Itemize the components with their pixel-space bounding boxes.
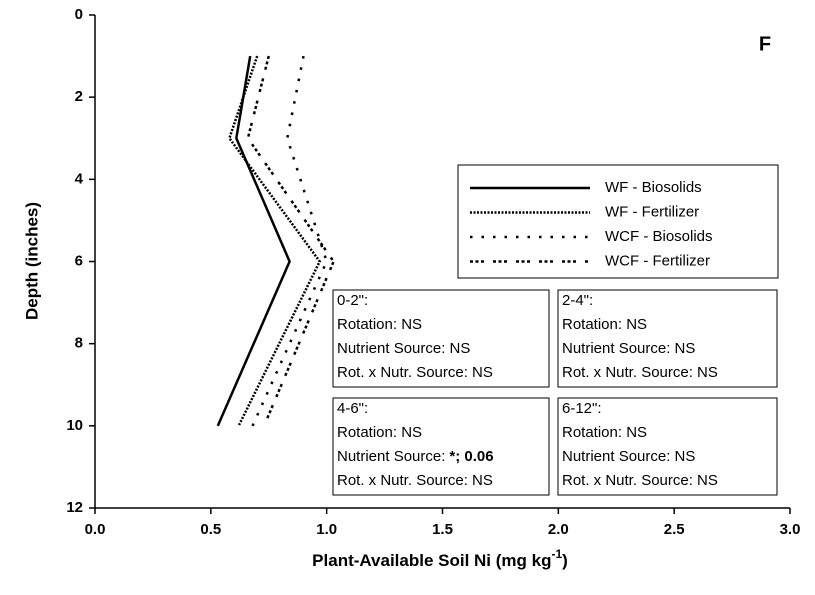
y-tick-label: 4: [75, 170, 84, 187]
x-axis-label-main: Plant-Available Soil Ni (mg kg: [312, 551, 551, 570]
x-tick-label: 0.0: [85, 521, 106, 538]
legend-label: WCF - Fertilizer: [605, 252, 710, 269]
y-tick-label: 12: [66, 499, 83, 516]
legend-label: WF - Fertilizer: [605, 203, 699, 220]
x-axis-label-sup: -1: [551, 547, 562, 561]
stats-text: Nutrient Source: NS: [337, 340, 470, 357]
x-tick-label: 3.0: [780, 521, 801, 538]
stats-text: Nutrient Source: NS: [562, 340, 695, 357]
x-axis-label: Plant-Available Soil Ni (mg kg-1): [312, 547, 568, 570]
stats-text: 4-6":: [337, 400, 368, 417]
stats-line: 4-6":: [337, 400, 368, 417]
stats-line: Rot. x Nutr. Source: NS: [337, 472, 493, 489]
stats-text: 6-12":: [562, 400, 602, 417]
x-tick-label: 1.0: [316, 521, 337, 538]
stats-line: Rotation: NS: [337, 316, 422, 333]
series-line: [251, 55, 329, 427]
y-tick-label: 0: [75, 6, 83, 23]
stats-line: Rotation: NS: [337, 424, 422, 441]
stats-text: 0-2":: [337, 292, 368, 309]
stats-line: Nutrient Source: NS: [562, 340, 695, 357]
stats-emphasis: *; 0.06: [449, 448, 493, 465]
x-tick-label: 2.5: [664, 521, 685, 538]
stats-line: 6-12":: [562, 400, 602, 417]
x-tick-label: 1.5: [432, 521, 453, 538]
legend-label: WCF - Biosolids: [605, 228, 713, 245]
panel-label: F: [759, 33, 771, 55]
stats-line: Rot. x Nutr. Source: NS: [337, 364, 493, 381]
stats-text: Nutrient Source:: [337, 448, 445, 465]
x-axis-label-end: ): [562, 551, 568, 570]
stats-text: 2-4":: [562, 292, 593, 309]
stats-line: Nutrient Source: NS: [337, 340, 470, 357]
legend-label: WF - Biosolids: [605, 179, 702, 196]
stats-line: Rot. x Nutr. Source: NS: [562, 472, 718, 489]
y-tick-label: 6: [75, 252, 83, 269]
stats-box: [557, 289, 778, 388]
stats-line: 2-4":: [562, 292, 593, 309]
stats-text: Rot. x Nutr. Source: NS: [337, 472, 493, 489]
y-axis-label: Depth (inches): [22, 202, 41, 320]
stats-line: Nutrient Source: *; 0.06: [337, 448, 494, 465]
stats-box: [332, 289, 550, 388]
x-tick-label: 0.5: [200, 521, 221, 538]
stats-text: Nutrient Source: NS: [562, 448, 695, 465]
legend-box: [457, 164, 779, 279]
stats-box: [557, 397, 778, 496]
stats-text: Rotation: NS: [337, 316, 422, 333]
stats-line: Rot. x Nutr. Source: NS: [562, 364, 718, 381]
stats-text: Rot. x Nutr. Source: NS: [337, 364, 493, 381]
stats-box: [332, 397, 550, 496]
stats-text: Rotation: NS: [562, 316, 647, 333]
stats-text: Rotation: NS: [562, 424, 647, 441]
stats-line: Rotation: NS: [562, 424, 647, 441]
x-tick-label: 2.0: [548, 521, 569, 538]
series-line: [227, 55, 322, 427]
stats-text: Rotation: NS: [337, 424, 422, 441]
stats-line: Rotation: NS: [562, 316, 647, 333]
stats-line: Nutrient Source: NS: [562, 448, 695, 465]
stats-text: Rot. x Nutr. Source: NS: [562, 364, 718, 381]
series-line: [246, 55, 336, 427]
stats-text: Rot. x Nutr. Source: NS: [562, 472, 718, 489]
y-tick-label: 10: [66, 417, 83, 434]
y-tick-label: 8: [75, 335, 83, 352]
stats-line: 0-2":: [337, 292, 368, 309]
y-tick-label: 2: [75, 88, 83, 105]
